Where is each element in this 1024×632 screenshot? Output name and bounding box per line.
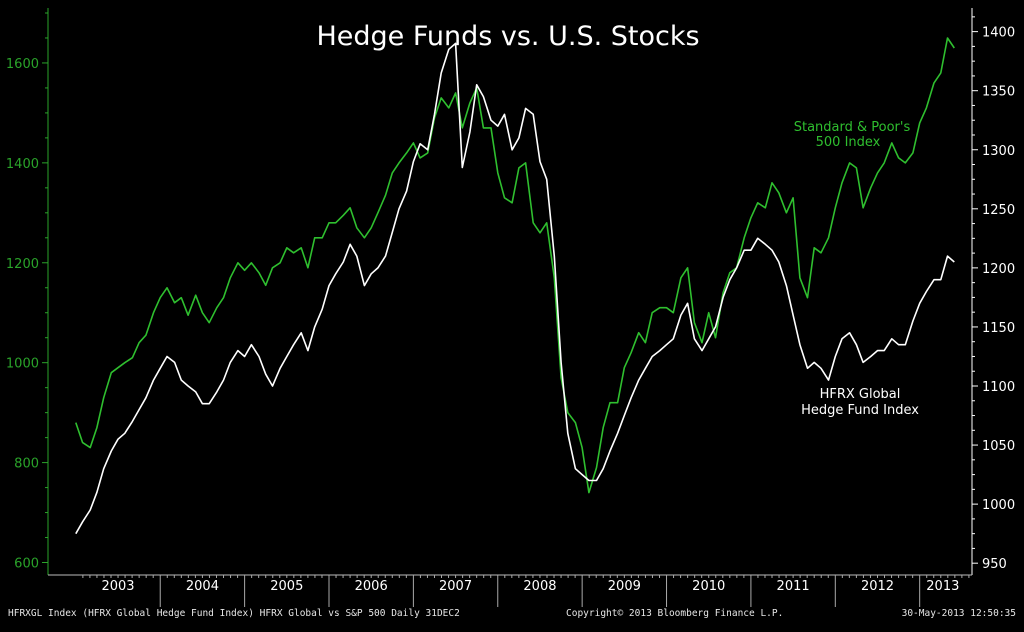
x-tick-label: 2007: [439, 579, 472, 594]
x-tick-label: 2004: [186, 579, 219, 594]
x-tick-label: 2011: [777, 579, 810, 594]
hfrx-annotation-line2: Hedge Fund Index: [801, 403, 919, 418]
annotations: Standard & Poor's 500 Index HFRX Global …: [794, 120, 919, 418]
right-tick-label: 1400: [982, 26, 1015, 41]
footer-copyright: Copyright© 2013 Bloomberg Finance L.P.: [566, 608, 784, 619]
right-tick-label: 1050: [982, 439, 1015, 454]
axes: 600 800 1000 1200 1400 1600 950 1000 1050 1100 115…: [6, 8, 1015, 607]
x-tick-label: 2010: [692, 579, 725, 594]
hfrx-annotation-line1: HFRX Global: [820, 387, 901, 402]
right-tick-label: 1000: [982, 498, 1015, 513]
right-tick-label: 1100: [982, 380, 1015, 395]
sp500-annotation-line1: Standard & Poor's: [794, 120, 911, 135]
chart-title: Hedge Funds vs. U.S. Stocks: [316, 21, 699, 52]
x-tick-label: 2003: [101, 579, 134, 594]
footer-timestamp: 30-May-2013 12:50:35: [901, 608, 1016, 619]
x-tick-label: 2005: [270, 579, 303, 594]
x-tick-label: 2009: [608, 579, 641, 594]
left-tick-label: 1400: [6, 157, 39, 172]
x-tick-label: 2006: [355, 579, 388, 594]
left-tick-label: 1200: [6, 257, 39, 272]
series-layer: [75, 37, 955, 535]
x-tick-label: 2012: [861, 579, 894, 594]
right-tick-label: 950: [982, 557, 1007, 572]
left-tick-label: 1600: [6, 57, 39, 72]
sp500-series-line: [75, 37, 955, 494]
right-tick-label: 1350: [982, 85, 1015, 100]
footer-source: HFRXGL Index (HFRX Global Hedge Fund Ind…: [8, 608, 460, 619]
left-tick-label: 600: [14, 557, 39, 572]
left-tick-label: 800: [14, 457, 39, 472]
x-tick-label: 2008: [523, 579, 556, 594]
right-tick-label: 1200: [982, 262, 1015, 277]
right-tick-label: 1250: [982, 203, 1015, 218]
left-tick-label: 1000: [6, 357, 39, 372]
right-tick-label: 1300: [982, 144, 1015, 159]
x-tick-label: 2013: [926, 579, 959, 594]
right-tick-label: 1150: [982, 321, 1015, 336]
sp500-annotation-line2: 500 Index: [816, 135, 881, 150]
hfrx-series-line: [75, 42, 955, 535]
